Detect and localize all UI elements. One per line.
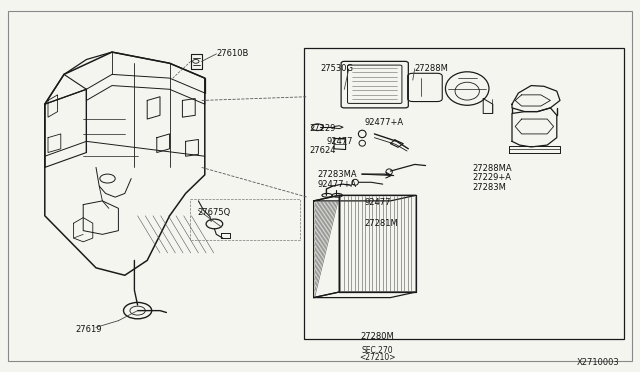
Text: 27281M: 27281M <box>365 219 399 228</box>
Text: 27283MA: 27283MA <box>317 170 357 179</box>
Bar <box>304 48 624 339</box>
Text: 92477+A: 92477+A <box>317 180 356 189</box>
Text: 27675Q: 27675Q <box>197 208 230 217</box>
Text: 27288MA: 27288MA <box>472 164 512 173</box>
Text: 27610B: 27610B <box>216 49 249 58</box>
Text: 27288M: 27288M <box>415 64 449 73</box>
Text: 27624: 27624 <box>309 146 335 155</box>
Text: 27619: 27619 <box>76 325 102 334</box>
Text: SEC.270: SEC.270 <box>362 346 394 355</box>
Text: 27283M: 27283M <box>472 183 506 192</box>
Text: 92477: 92477 <box>365 198 391 207</box>
Text: 27229: 27229 <box>309 124 335 133</box>
Text: 92477: 92477 <box>326 137 353 146</box>
Text: 92477+A: 92477+A <box>365 118 404 127</box>
Text: X2710003: X2710003 <box>577 358 620 367</box>
Text: 27229+A: 27229+A <box>472 173 511 182</box>
Text: <27210>: <27210> <box>359 353 396 362</box>
Text: 27280M: 27280M <box>361 332 394 341</box>
Text: 27530G: 27530G <box>320 64 353 73</box>
